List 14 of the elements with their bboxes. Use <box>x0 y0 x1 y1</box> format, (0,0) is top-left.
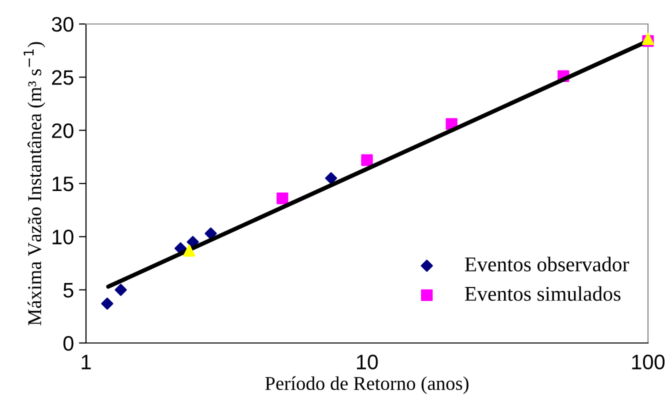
legend-label: Eventos observador <box>464 256 630 272</box>
y-tick-label: 25 <box>52 70 74 85</box>
y-axis-title: Máxima Vazão Instantânea (m³ s$^{−1}$) <box>24 42 46 326</box>
x-tick-label: 10 <box>357 354 378 370</box>
y-tick-label: 0 <box>63 336 74 351</box>
y-tick-label: 30 <box>52 17 74 32</box>
x-tick-label: 1 <box>82 354 91 370</box>
x-tick-label: 100 <box>632 354 665 370</box>
y-tick-label: 20 <box>52 123 74 138</box>
x-axis-title: Período de Retorno (anos) <box>265 376 468 394</box>
y-tick-label: 15 <box>52 176 74 192</box>
y-tick-label: 10 <box>52 230 74 244</box>
legend-label: Eventos simulados <box>464 286 620 301</box>
y-tick-label: 5 <box>63 283 74 298</box>
